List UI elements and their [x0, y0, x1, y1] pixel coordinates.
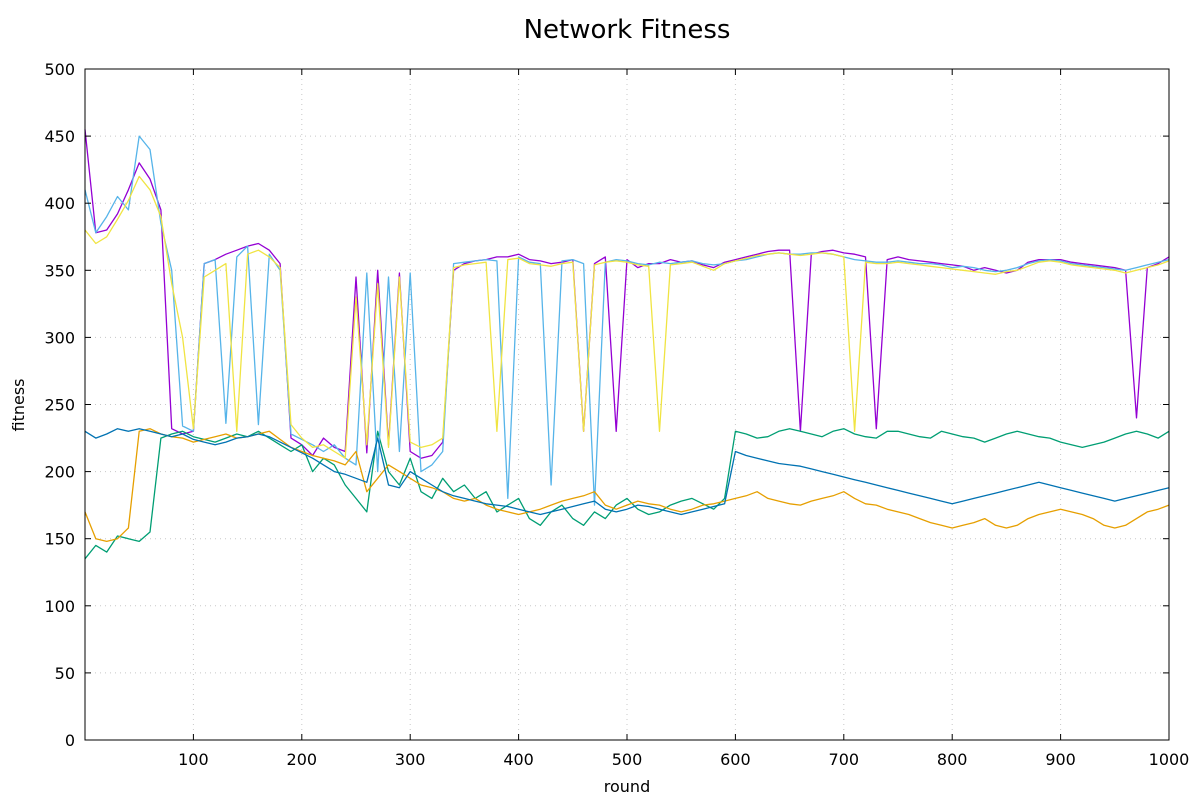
x-tick-label: 100	[178, 750, 209, 769]
x-axis-ticks: 100 200 300 400 500 600 700 800 900 1000	[178, 69, 1189, 769]
series-line-4	[84, 428, 1170, 543]
x-tick-label: 500	[612, 750, 643, 769]
y-tick-label: 350	[44, 261, 75, 280]
plot-area	[84, 129, 1170, 560]
y-tick-label: 50	[55, 664, 75, 683]
series-line-6	[84, 428, 1170, 516]
y-tick-label: 450	[44, 127, 75, 146]
y-tick-label: 500	[44, 60, 75, 79]
series-line-3	[84, 135, 1170, 506]
series-line-5	[84, 175, 1170, 459]
y-tick-label: 200	[44, 463, 75, 482]
y-axis-ticks: 0 50 100 150 200 250 300 350 400 450 500	[44, 60, 1169, 750]
series-line-1	[84, 129, 1170, 459]
x-axis-label: round	[604, 777, 650, 796]
x-tick-label: 800	[937, 750, 968, 769]
x-tick-label: 900	[1045, 750, 1076, 769]
chart-title: Network Fitness	[524, 15, 731, 45]
y-tick-label: 100	[44, 597, 75, 616]
y-tick-label: 150	[44, 530, 75, 549]
x-tick-label: 1000	[1149, 750, 1190, 769]
x-tick-label: 200	[287, 750, 318, 769]
y-tick-label: 250	[44, 396, 75, 415]
x-tick-label: 300	[395, 750, 426, 769]
x-tick-label: 600	[720, 750, 751, 769]
x-tick-label: 700	[829, 750, 860, 769]
y-tick-label: 0	[65, 731, 75, 750]
grid-lines	[85, 69, 1169, 740]
y-axis-label: fitness	[9, 378, 28, 431]
y-tick-label: 300	[44, 328, 75, 347]
x-tick-label: 400	[503, 750, 534, 769]
y-tick-label: 400	[44, 194, 75, 213]
